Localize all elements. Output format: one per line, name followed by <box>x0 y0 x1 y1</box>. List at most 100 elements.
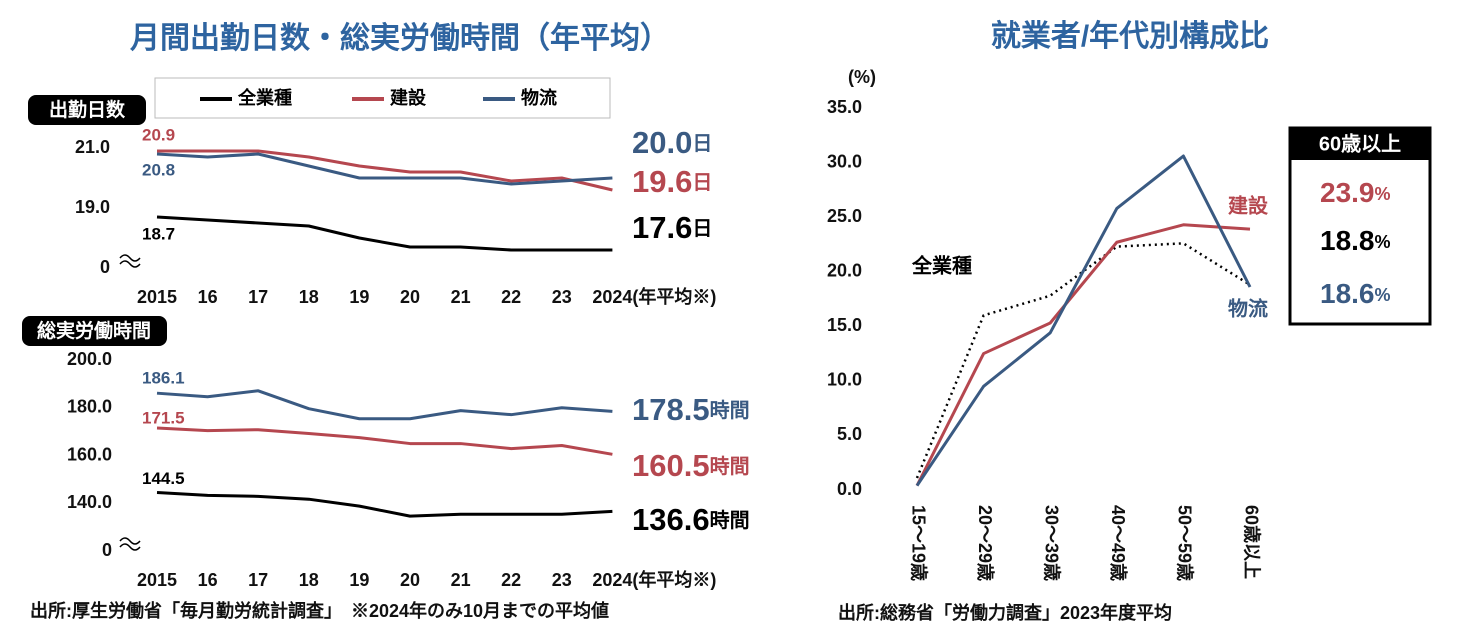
end-unit: 日 <box>692 172 712 194</box>
data-label: 186.1 <box>142 369 185 388</box>
end-unit: 日 <box>692 218 712 240</box>
left-title: 月間出勤日数・総実労働時間（年平均） <box>130 21 670 55</box>
y-tick-label: 0 <box>100 257 110 277</box>
y-tick-label: 200.0 <box>67 349 112 369</box>
y-tick-label: 19.0 <box>75 197 110 217</box>
x-tick-label: 2024(年平均※) <box>592 569 716 590</box>
end-value: 160.5 <box>632 448 710 483</box>
series-line <box>156 491 613 518</box>
x-tick-label: 23 <box>552 570 572 590</box>
x-tick-label: 22 <box>501 287 521 307</box>
end-value: 19.6 <box>632 164 692 199</box>
axis-break <box>119 260 141 268</box>
series-label: 全業種 <box>911 253 972 277</box>
right-title: 就業者/年代別構成比 <box>991 20 1269 53</box>
data-label: 20.8 <box>142 160 175 179</box>
y-tick-label: 0.0 <box>837 479 862 499</box>
x-tick-label: 20～29歳 <box>975 505 995 581</box>
data-label: 171.5 <box>142 409 185 428</box>
inset-unit: % <box>1375 184 1391 204</box>
x-tick-label: 19 <box>349 287 369 307</box>
end-label: 160.5時間 <box>632 448 750 483</box>
x-tick-label: 17 <box>248 287 268 307</box>
inset-number: 18.6 <box>1320 278 1375 309</box>
end-value: 178.5 <box>632 392 710 427</box>
x-tick-label: 30～39歳 <box>1041 505 1061 581</box>
series-line <box>156 426 613 456</box>
series-line <box>157 149 613 192</box>
axis-break <box>119 537 141 545</box>
axis-break <box>119 543 141 551</box>
x-tick-label: 16 <box>198 570 218 590</box>
source: 出所:総務省「労働力調査」2023年度平均 <box>838 602 1172 623</box>
series-label: 建設 <box>1228 193 1269 217</box>
data-label: 18.7 <box>142 224 175 243</box>
x-tick-label: 2015 <box>137 287 177 307</box>
end-unit: 時間 <box>710 454 750 478</box>
legend-label: 建設 <box>390 87 427 108</box>
inset-number: 23.9 <box>1320 177 1375 208</box>
y-tick-label: 21.0 <box>75 137 110 157</box>
y-tick-label: 30.0 <box>827 151 862 171</box>
x-tick-label: 22 <box>501 570 521 590</box>
inset-value: 23.9% <box>1320 177 1391 208</box>
source: 出所:厚生労働省「毎月勤労統計調査」 ※2024年のみ10月までの平均値 <box>30 600 609 621</box>
inset-unit: % <box>1375 232 1391 252</box>
panel-label-bg <box>28 95 146 125</box>
end-unit: 時間 <box>710 508 750 532</box>
inset-value: 18.8% <box>1320 225 1391 256</box>
x-tick-label: 2024(年平均※) <box>592 286 716 307</box>
panel-label: 出勤日数 <box>49 98 126 121</box>
y-tick-label: 25.0 <box>827 206 862 226</box>
x-tick-label: 17 <box>248 570 268 590</box>
x-tick-label: 21 <box>451 570 471 590</box>
series-line <box>915 242 1251 479</box>
legend-label: 全業種 <box>237 87 292 108</box>
series-line <box>156 215 613 252</box>
x-tick-label: 19 <box>349 570 369 590</box>
end-label: 136.6時間 <box>632 502 750 537</box>
end-value: 17.6 <box>632 210 692 245</box>
panel-label-bg <box>22 316 167 346</box>
x-tick-label: 18 <box>299 287 319 307</box>
panel-label: 総実労働時間 <box>37 319 151 342</box>
x-tick-label: 40～49歳 <box>1108 505 1128 581</box>
end-unit: 時間 <box>710 398 750 422</box>
inset-value: 18.6% <box>1320 278 1391 309</box>
data-label: 144.5 <box>142 469 185 488</box>
inset-unit: % <box>1375 285 1391 305</box>
x-tick-label: 16 <box>198 287 218 307</box>
end-label: 17.6日 <box>632 210 712 245</box>
inset-number: 18.8 <box>1320 225 1375 256</box>
series-line <box>156 389 613 421</box>
series-line <box>915 154 1252 487</box>
data-label: 20.9 <box>142 125 175 144</box>
legend-label: 物流 <box>521 87 557 108</box>
y-tick-label: 0 <box>102 540 112 560</box>
x-tick-label: 20 <box>400 287 420 307</box>
end-unit: 日 <box>692 133 712 155</box>
end-label: 19.6日 <box>632 164 712 199</box>
x-tick-label: 23 <box>552 287 572 307</box>
y-axis-label: (%) <box>848 67 876 87</box>
x-tick-label: 15～19歳 <box>908 505 928 581</box>
inset-header-bg <box>1290 128 1430 160</box>
y-tick-label: 10.0 <box>827 370 862 390</box>
end-label: 178.5時間 <box>632 392 750 427</box>
end-value: 20.0 <box>632 125 692 160</box>
end-label: 20.0日 <box>632 125 712 160</box>
x-tick-label: 20 <box>400 570 420 590</box>
y-tick-label: 35.0 <box>827 97 862 117</box>
x-tick-label: 60歳以上 <box>1241 505 1261 579</box>
series-line <box>156 152 613 186</box>
end-value: 136.6 <box>632 502 710 537</box>
y-tick-label: 160.0 <box>67 444 112 464</box>
y-tick-label: 20.0 <box>827 260 862 280</box>
series-line <box>915 223 1251 487</box>
x-tick-label: 21 <box>451 287 471 307</box>
series-label: 物流 <box>1228 296 1268 320</box>
inset-header: 60歳以上 <box>1319 131 1401 155</box>
x-tick-label: 18 <box>299 570 319 590</box>
y-tick-label: 5.0 <box>837 424 862 444</box>
